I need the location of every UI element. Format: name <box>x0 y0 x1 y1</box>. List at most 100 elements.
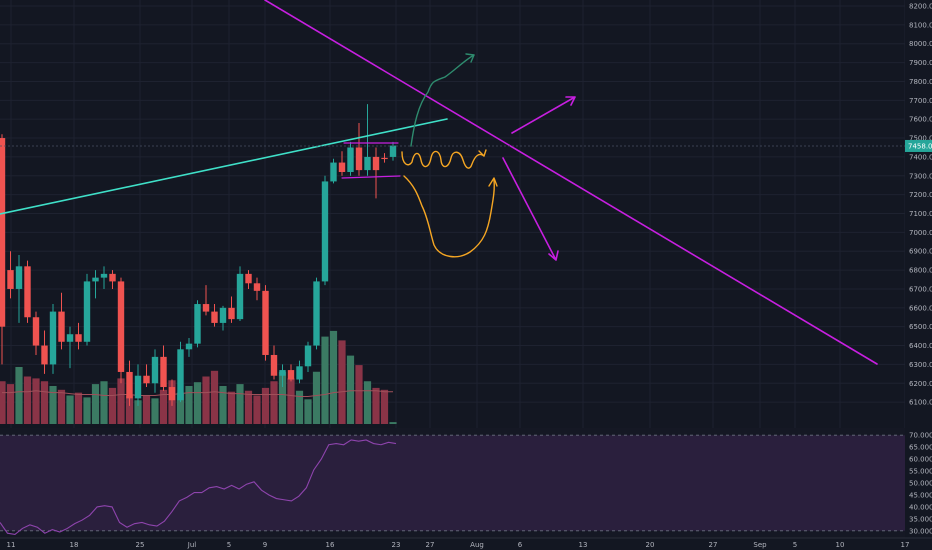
time-tick-label: 27 <box>709 541 718 549</box>
volume-bar <box>329 330 338 424</box>
candle-body <box>117 281 125 372</box>
green-arrow-head <box>465 53 475 63</box>
candle-body <box>151 356 159 384</box>
volume-bar <box>100 381 108 424</box>
rsi-line <box>0 439 397 535</box>
candle-body <box>0 138 6 327</box>
volume-bar <box>49 386 57 424</box>
price-tick-label: 8000.00 <box>909 40 932 48</box>
price-tick-label: 6200.00 <box>909 380 932 388</box>
rsi-tick-label: 40.0000 <box>909 503 932 511</box>
candle-body <box>83 281 91 342</box>
time-tick-label: 10 <box>836 541 845 549</box>
price-tick-label: 6100.00 <box>909 399 932 407</box>
orange-squiggle[interactable] <box>401 150 485 169</box>
time-axis[interactable]: 11 18 25 Jul 5 9 16 23 27 Aug 6 13 20 27 Sep 5 10 17 <box>0 537 932 550</box>
price-tick-label: 7800.00 <box>909 78 932 86</box>
current-price-tag <box>905 139 932 152</box>
volume-bar <box>193 382 202 424</box>
price-tick-label: 6900.00 <box>909 248 932 256</box>
volume-ma-line <box>2 390 393 397</box>
candle-body <box>134 375 142 399</box>
volume-bar <box>355 365 363 424</box>
rsi-axis[interactable]: 70.0000 65.0000 60.0000 55.0000 50.0000 45.00… <box>905 428 932 547</box>
volume-bar <box>83 397 91 424</box>
candle-body <box>389 145 397 157</box>
candle-body <box>296 366 303 380</box>
volume-bar <box>91 384 100 424</box>
candle-body <box>381 157 388 160</box>
time-tick-label: 5 <box>793 541 797 549</box>
time-tick-label: 13 <box>579 541 588 549</box>
ascending-trendline[interactable] <box>0 118 448 215</box>
channel-bottom-line[interactable] <box>341 175 401 179</box>
candle-body <box>126 371 133 399</box>
candle-body <box>49 311 57 365</box>
candle-body <box>177 349 184 401</box>
time-tick-label: 6 <box>518 541 523 549</box>
candle-body <box>287 370 295 380</box>
price-tick-label: 6400.00 <box>909 342 932 350</box>
time-tick-label: 18 <box>70 541 79 549</box>
price-axis[interactable]: 8200.00 8100.00 8000.00 7900.00 7800.00 7700.… <box>0 0 932 428</box>
candle-body <box>253 283 261 291</box>
candle-body <box>32 317 40 346</box>
candle-body <box>236 273 244 320</box>
price-tick-label: 7200.00 <box>909 191 932 199</box>
candle-body <box>7 270 14 289</box>
orange-arrow-head <box>478 149 487 157</box>
volume-bar <box>6 384 15 424</box>
candle-body <box>66 334 74 342</box>
volume-bar <box>15 367 23 424</box>
candle-body <box>202 304 210 312</box>
magenta-down-arrow[interactable] <box>502 157 559 261</box>
volume-bar <box>74 392 83 424</box>
price-tick-label: 7900.00 <box>909 59 932 67</box>
green-up-arrow[interactable] <box>410 54 475 147</box>
volume-bar <box>202 376 210 424</box>
volume-bar <box>338 340 346 424</box>
candle-body <box>92 277 99 282</box>
volume-bar <box>261 387 270 424</box>
volume-bar <box>32 378 40 424</box>
candle-body <box>168 387 176 401</box>
volume-bar <box>57 389 66 424</box>
rsi-tick-label: 65.0000 <box>909 444 932 452</box>
volume-bar <box>295 390 304 424</box>
annotations <box>0 0 878 365</box>
volume-bar <box>210 370 219 424</box>
volume-bar <box>185 386 193 424</box>
volume-bar <box>389 422 397 424</box>
volume-bar <box>23 376 32 424</box>
candle-body <box>347 147 354 172</box>
volume-bar <box>363 381 372 424</box>
volume-bar <box>372 387 380 424</box>
time-tick-label: Aug <box>470 541 484 549</box>
rsi-tick-label: 30.0000 <box>909 527 932 535</box>
volume-bar <box>151 398 159 424</box>
volume-bar <box>0 381 6 424</box>
candle-body <box>41 345 48 365</box>
price-tick-label: 6300.00 <box>909 361 932 369</box>
candle-body <box>100 273 108 278</box>
magenta-up-arrow[interactable] <box>511 96 576 134</box>
volume-bar <box>321 336 329 424</box>
candle-body <box>270 354 278 376</box>
time-tick-label: 11 <box>7 541 16 549</box>
time-axis-bg <box>0 538 932 550</box>
volume-bar <box>134 400 142 424</box>
volume-bar <box>142 395 151 424</box>
time-tick-label: Jul <box>187 541 197 549</box>
time-tick-label: 20 <box>646 541 655 549</box>
volume-bar <box>219 386 227 424</box>
time-tick-label: 23 <box>392 541 401 549</box>
descending-trendline[interactable] <box>264 0 878 365</box>
candle-body <box>262 290 269 355</box>
orange-dip-curve[interactable] <box>403 175 495 258</box>
candle-body <box>15 266 23 289</box>
volume-bar <box>40 381 49 424</box>
volume-bar <box>253 395 261 424</box>
volume-bar <box>304 399 312 424</box>
candle-body <box>185 343 193 350</box>
